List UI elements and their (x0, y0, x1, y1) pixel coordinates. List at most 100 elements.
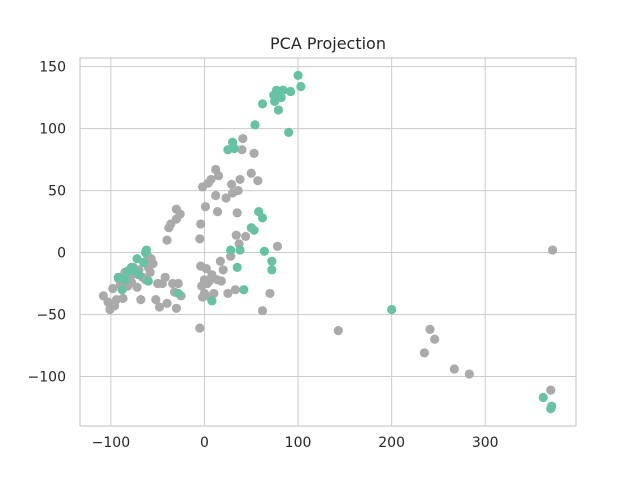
plot-frame (79, 57, 577, 427)
data-point-gray (235, 174, 245, 185)
data-point-gray (237, 145, 247, 155)
data-point-gray (238, 133, 248, 144)
data-point-teal (134, 270, 144, 280)
y-tick-label: −100 (28, 369, 66, 385)
data-point-teal (249, 225, 259, 235)
y-tick-label: −50 (36, 307, 66, 323)
x-tick-label: 0 (200, 435, 209, 451)
data-point-teal (284, 127, 294, 137)
data-point-gray (206, 174, 216, 185)
x-tick-label: −100 (92, 435, 130, 451)
data-point-teal (257, 213, 268, 223)
data-point-gray (215, 256, 225, 266)
data-point-teal (250, 120, 260, 130)
x-tick-label: 100 (285, 435, 312, 451)
y-tick-label: 0 (57, 246, 66, 262)
data-point-gray (449, 364, 459, 374)
chart-title: PCA Projection (270, 34, 386, 53)
data-points (98, 70, 558, 414)
data-point-gray (464, 369, 474, 379)
data-point-teal (267, 256, 277, 266)
data-point-gray (430, 334, 440, 344)
data-point-gray (216, 276, 226, 286)
data-point-gray (118, 293, 128, 303)
data-point-gray (108, 283, 118, 294)
y-tick-label: 150 (39, 60, 66, 76)
data-point-gray (253, 176, 263, 186)
data-point-teal (278, 85, 288, 95)
data-point-teal (239, 285, 249, 295)
data-point-teal (117, 285, 127, 295)
data-point-gray (154, 302, 165, 312)
data-point-teal (226, 245, 236, 255)
data-point-gray (171, 303, 181, 313)
data-point-teal (296, 81, 306, 92)
data-point-gray (196, 219, 206, 229)
data-point-teal (120, 275, 130, 285)
data-point-gray (211, 190, 221, 201)
data-point-gray (233, 185, 243, 196)
data-point-gray (223, 288, 233, 299)
data-point-teal (207, 296, 217, 306)
data-point-gray (160, 272, 170, 282)
data-point-gray (241, 231, 251, 242)
data-point-gray (162, 298, 172, 308)
data-point-teal (293, 70, 303, 80)
data-point-gray (230, 285, 240, 295)
data-point-gray (218, 265, 228, 275)
data-point-gray (221, 193, 231, 203)
data-point-gray (548, 245, 558, 255)
data-point-gray (546, 385, 556, 395)
data-point-gray (209, 288, 219, 299)
data-point-gray (213, 171, 224, 181)
data-point-teal (173, 288, 183, 299)
data-point-gray (136, 295, 146, 305)
data-point-gray (257, 306, 268, 316)
data-point-gray (195, 323, 205, 333)
data-point-gray (231, 230, 241, 240)
data-point-teal (276, 93, 286, 103)
data-point-gray (175, 209, 185, 219)
x-tick-label: 300 (472, 435, 499, 451)
data-point-teal (547, 401, 557, 411)
data-point-gray (195, 234, 205, 244)
data-point-gray (249, 148, 259, 159)
data-point-gray (212, 207, 223, 217)
data-point-teal (538, 392, 548, 403)
data-point-gray (201, 264, 211, 274)
data-point-teal (235, 245, 245, 255)
data-point-gray (132, 282, 142, 292)
y-axis-ticks: −100 −50 0 50 100 150 (28, 60, 66, 386)
data-point-gray (145, 267, 155, 277)
data-point-gray (272, 241, 283, 251)
data-point-gray (425, 324, 435, 334)
x-tick-label: 200 (378, 435, 405, 451)
data-point-gray (173, 278, 183, 289)
y-tick-label: 100 (39, 122, 66, 138)
data-point-teal (387, 304, 397, 315)
data-point-teal (232, 262, 242, 273)
data-point-gray (333, 325, 343, 336)
data-point-gray (246, 168, 256, 178)
gridlines (80, 58, 576, 426)
data-point-teal (229, 143, 240, 154)
data-point-teal (267, 265, 277, 275)
data-point-gray (151, 295, 161, 305)
data-point-teal (285, 86, 296, 97)
data-point-teal (259, 246, 269, 256)
data-point-teal (273, 105, 283, 115)
data-point-teal (257, 99, 268, 109)
data-point-teal (141, 245, 152, 255)
data-point-gray (227, 179, 237, 189)
data-point-teal (139, 257, 149, 268)
data-point-gray (162, 235, 172, 245)
data-point-gray (232, 208, 242, 218)
data-point-teal (143, 276, 153, 286)
y-tick-label: 50 (48, 184, 66, 200)
data-point-gray (265, 288, 275, 299)
data-point-gray (419, 348, 429, 358)
x-axis-ticks: −100 0 100 200 300 (92, 435, 499, 451)
data-point-gray (148, 259, 158, 269)
data-point-gray (200, 202, 211, 212)
